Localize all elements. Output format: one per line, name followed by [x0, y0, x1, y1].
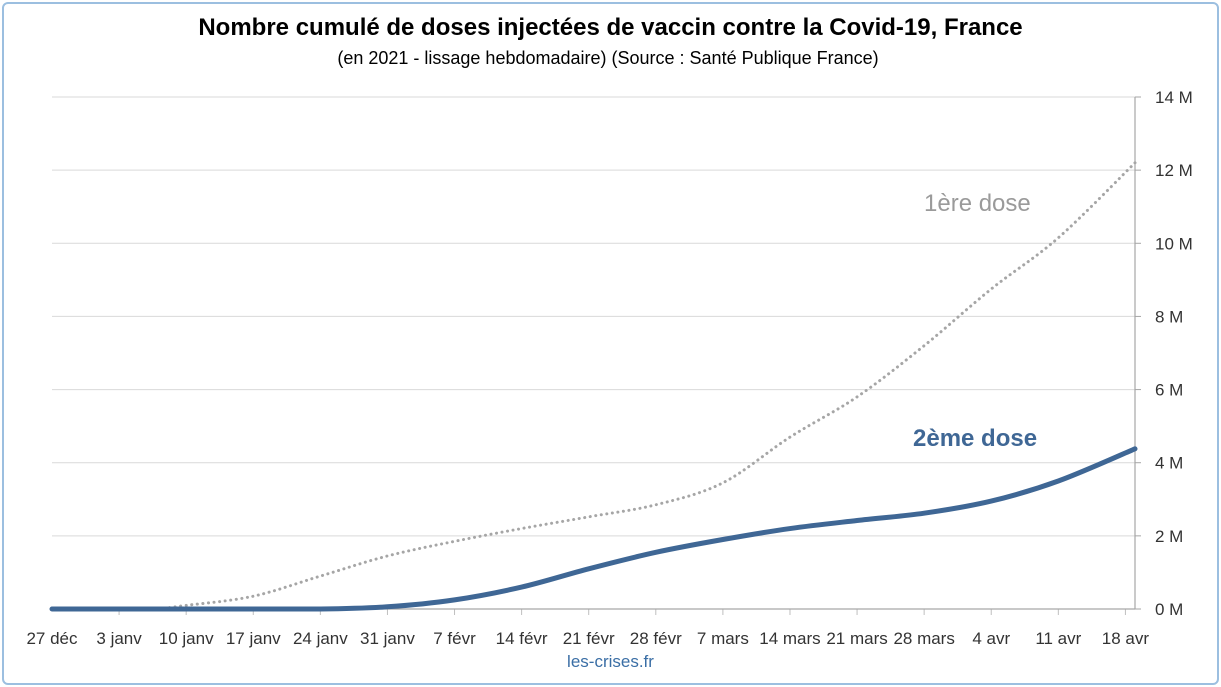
y-tick-label: 4 M — [1155, 454, 1183, 473]
x-tick-label: 3 janv — [96, 629, 142, 648]
y-tick-label: 14 M — [1155, 88, 1193, 107]
x-tick-label: 27 déc — [26, 629, 78, 648]
axes — [52, 96, 1141, 615]
tick-labels: 0 M 2 M 4 M 6 M 8 M 10 M 12 M 14 M 27 déc 3 janv 1… — [26, 88, 1192, 648]
x-tick-label: 7 févr — [433, 629, 476, 648]
gridlines — [52, 96, 1135, 537]
y-tick-label: 12 M — [1155, 161, 1193, 180]
x-tick-label: 7 mars — [697, 629, 749, 648]
x-tick-label: 24 janv — [293, 629, 348, 648]
x-tick-label: 21 mars — [826, 629, 887, 648]
x-tick-label: 21 févr — [563, 629, 615, 648]
series-line-2eme-dose — [49, 446, 1138, 612]
y-tick-label: 0 M — [1155, 600, 1183, 619]
series-label-2eme-dose: 2ème dose — [913, 425, 1037, 452]
y-tick-label: 10 M — [1155, 234, 1193, 253]
x-tick-label: 4 avr — [972, 629, 1010, 648]
x-tick-label: 11 avr — [1035, 629, 1081, 648]
x-tick-label: 28 mars — [893, 629, 954, 648]
x-tick-label: 17 janv — [226, 629, 281, 648]
series-line-1ere-dose — [50, 161, 1137, 611]
y-tick-label: 2 M — [1155, 527, 1183, 546]
y-tick-label: 6 M — [1155, 381, 1183, 400]
x-tick-label: 28 févr — [630, 629, 682, 648]
x-tick-label: 14 mars — [759, 629, 820, 648]
series-layer — [49, 161, 1138, 612]
x-tick-label: 10 janv — [159, 629, 214, 648]
source-watermark: les-crises.fr — [567, 652, 654, 671]
x-tick-label: 31 janv — [360, 629, 415, 648]
y-tick-label: 8 M — [1155, 307, 1183, 326]
x-tick-label: 18 avr — [1102, 629, 1150, 648]
chart-title: Nombre cumulé de doses injectées de vacc… — [198, 14, 1023, 41]
series-label-1ere-dose: 1ère dose — [924, 190, 1031, 217]
x-tick-label: 14 févr — [496, 629, 548, 648]
chart-subtitle: (en 2021 - lissage hebdomadaire) (Source… — [337, 48, 879, 68]
